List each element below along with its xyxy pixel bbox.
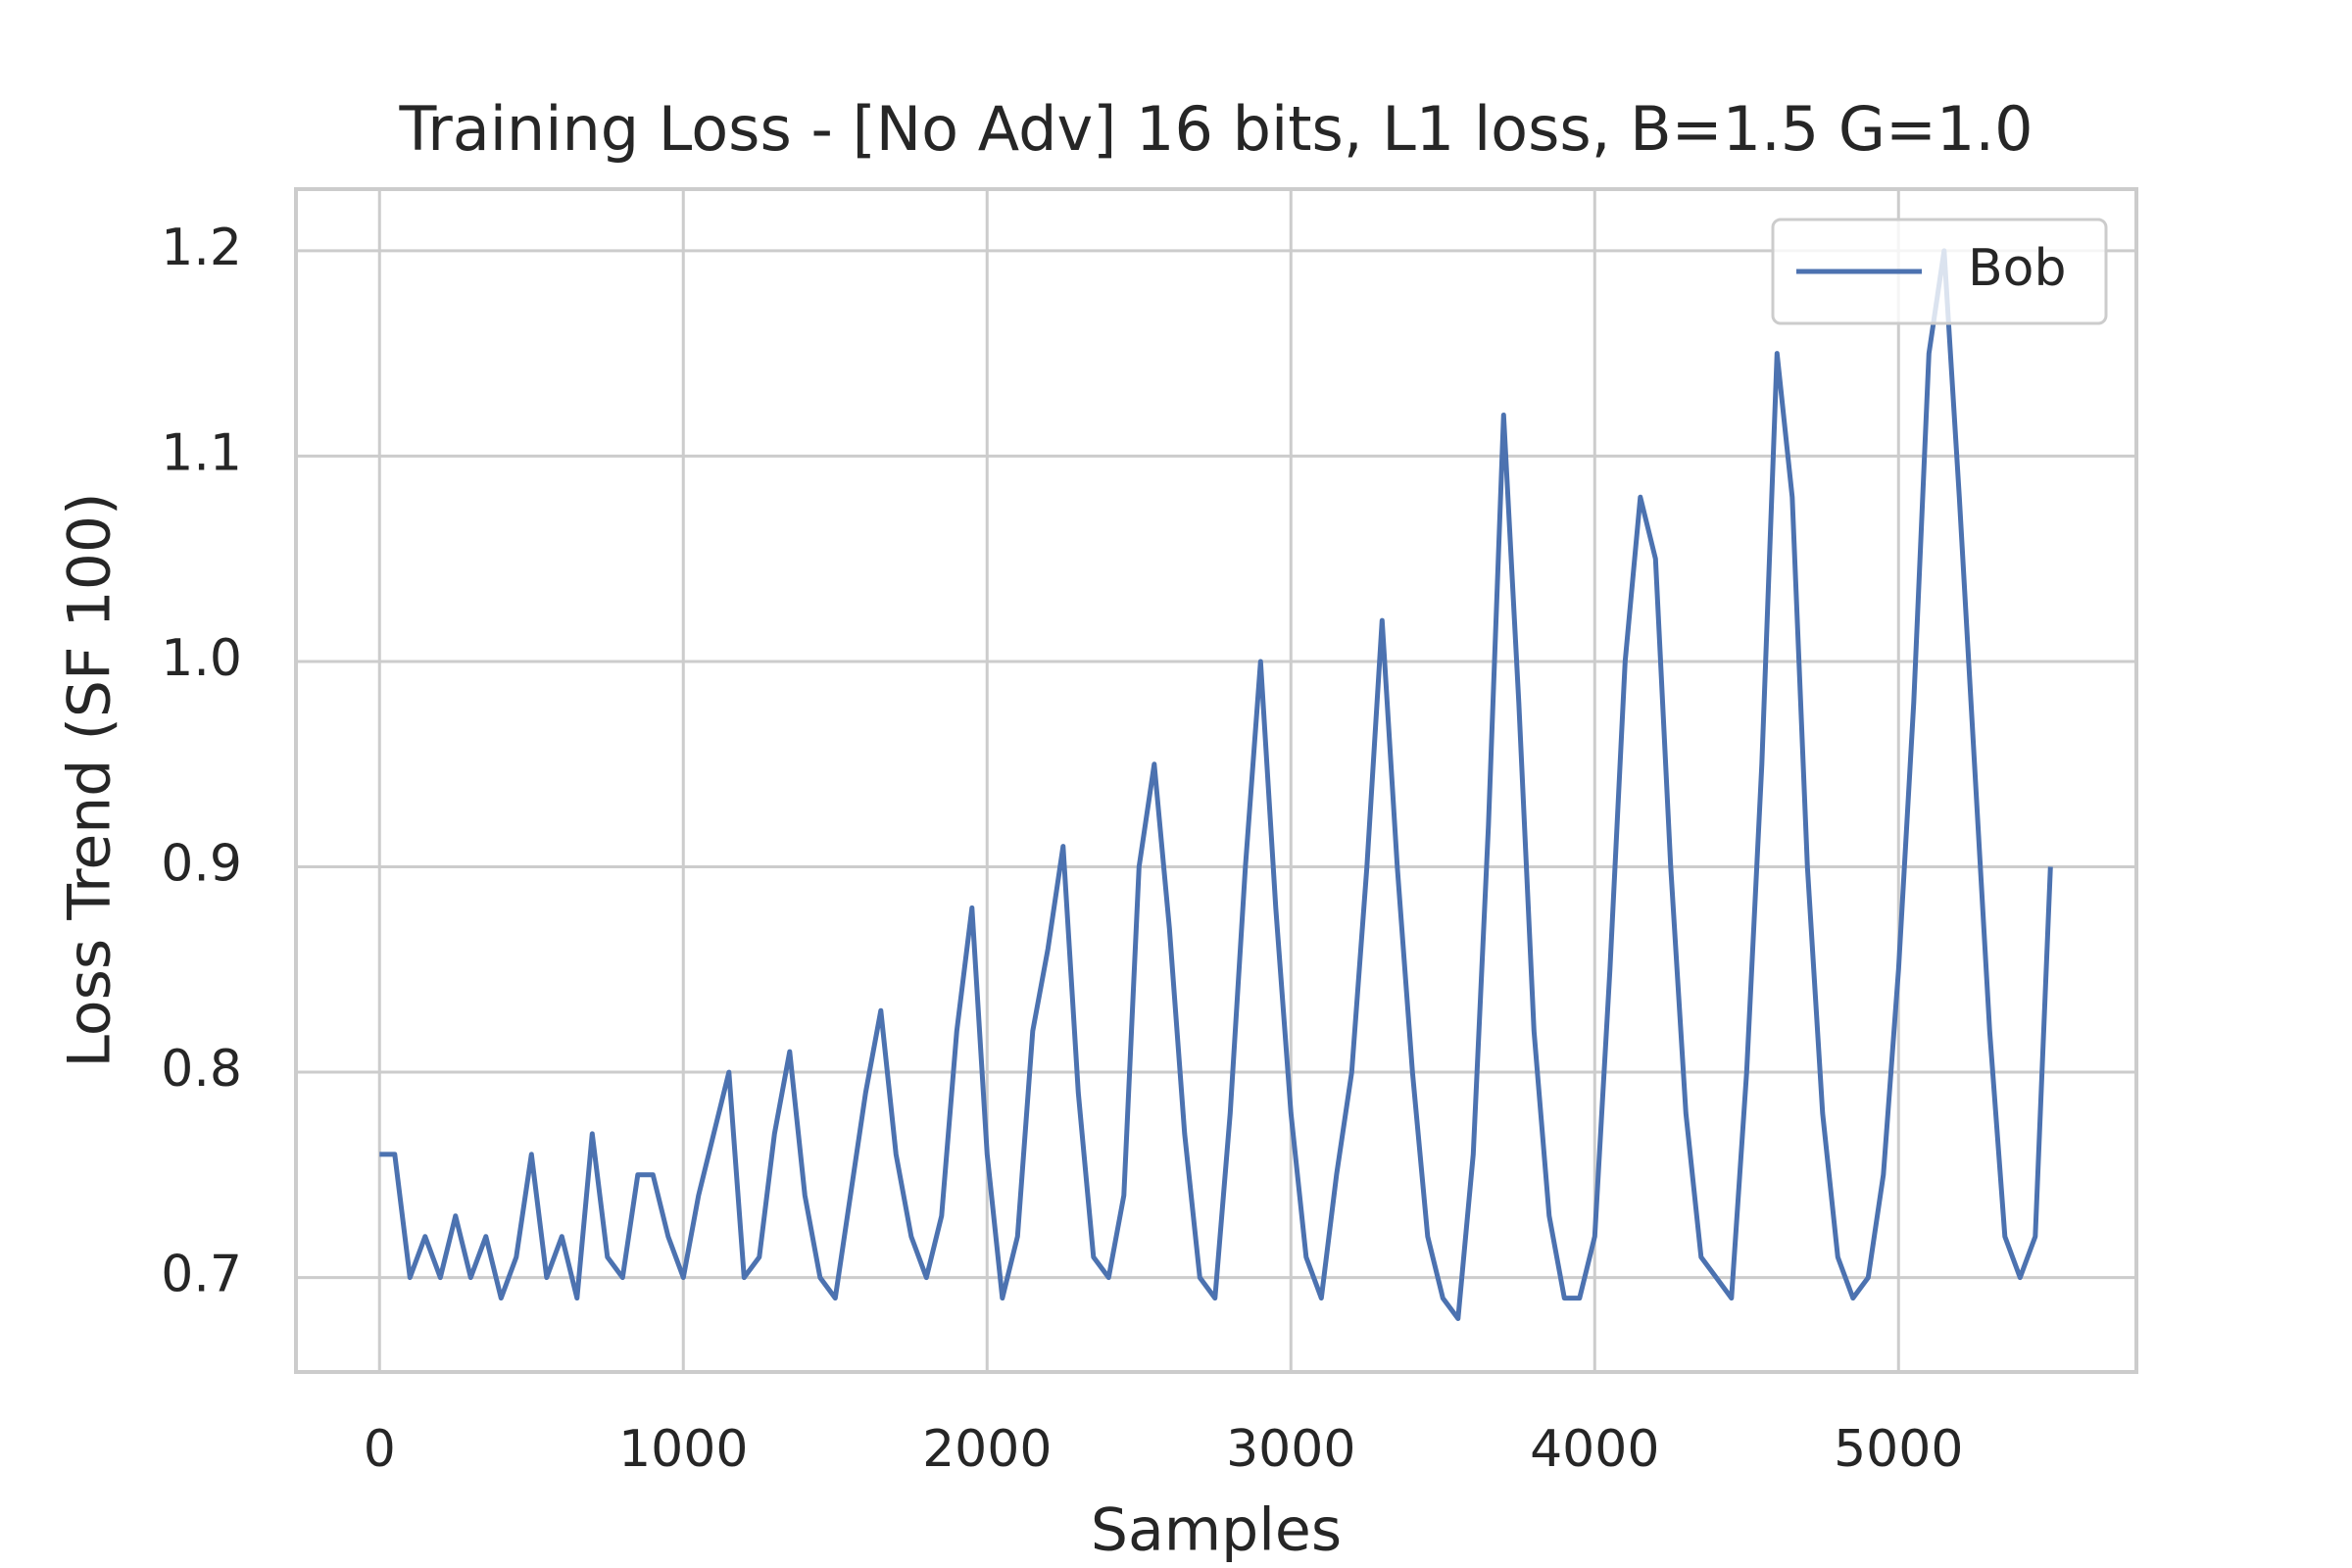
y-axis-label: Loss Trend (SF 100) — [56, 493, 124, 1068]
y-tick-label: 0.7 — [161, 1246, 242, 1304]
plot-frame — [294, 187, 2138, 1374]
y-tick-label: 1.0 — [161, 629, 242, 688]
data-line — [379, 248, 2053, 1321]
x-tick-label: 5000 — [1834, 1420, 1963, 1479]
x-tick-label: 4000 — [1530, 1420, 1659, 1479]
x-axis-label: Samples — [1091, 1496, 1342, 1565]
y-tick-label: 1.1 — [161, 423, 242, 482]
legend-box — [1771, 218, 2108, 325]
x-tick-label: 0 — [364, 1420, 396, 1479]
x-tick-label: 1000 — [618, 1420, 748, 1479]
legend-label: Bob — [1968, 239, 2067, 298]
y-tick-label: 1.2 — [161, 219, 242, 277]
x-tick-label: 2000 — [922, 1420, 1052, 1479]
chart-title: Training Loss - [No Adv] 16 bits, L1 los… — [398, 93, 2033, 165]
y-tick-label: 0.9 — [161, 835, 242, 894]
y-tick-label: 0.8 — [161, 1040, 242, 1099]
x-tick-label: 3000 — [1226, 1420, 1355, 1479]
